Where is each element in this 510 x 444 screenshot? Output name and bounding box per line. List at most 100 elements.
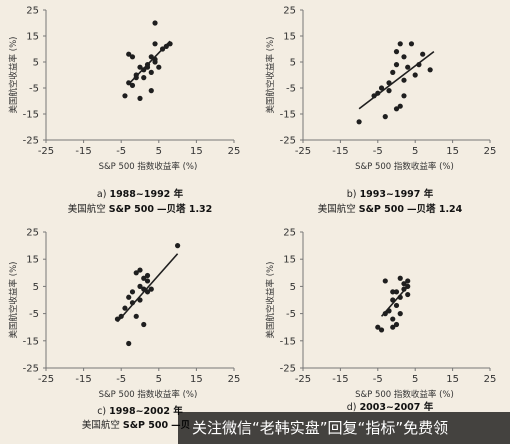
data-point	[175, 243, 181, 249]
svg-text:美国航空 S&P 500 —贝塔 1: 美国航空 S&P 500 —贝塔 1.32	[68, 203, 213, 215]
y-tick-label: 5	[33, 58, 39, 69]
data-point	[401, 93, 407, 99]
x-tick-label: 15	[446, 374, 459, 385]
data-point	[152, 41, 158, 47]
data-point	[129, 54, 136, 60]
y-tick-label: 5	[290, 282, 296, 293]
data-point	[390, 69, 396, 75]
x-tick-label: 25	[484, 146, 497, 157]
caption-period: 1988~1992 年	[109, 188, 183, 200]
x-tick-label: 5	[412, 374, 418, 385]
data-point	[141, 75, 147, 81]
y-tick-label: -25	[280, 364, 296, 375]
x-tick-label: -5	[373, 146, 383, 157]
caption-airline: 美国航空	[318, 203, 356, 215]
svg-text:美国航空 S&P 500 —贝塔 1: 美国航空 S&P 500 —贝塔 1.24	[318, 203, 463, 215]
svg-text:d) 2003~2007 年: d) 2003~2007 年	[347, 401, 434, 413]
data-point	[141, 321, 147, 328]
data-point	[393, 49, 400, 55]
x-axis-label: S&P 500 指数收益率 (%)	[99, 389, 198, 400]
data-point	[427, 67, 433, 73]
data-point	[144, 289, 151, 295]
caption-prefix: a)	[97, 189, 107, 200]
data-point	[126, 80, 132, 86]
data-point	[382, 114, 388, 120]
data-point	[133, 72, 139, 78]
trend-line	[358, 50, 435, 110]
data-point	[393, 321, 400, 328]
caption-index: S&P 500	[123, 420, 169, 431]
data-point	[375, 324, 381, 330]
y-tick-label: 15	[283, 32, 296, 43]
x-tick-label: 15	[190, 374, 203, 385]
data-point	[401, 281, 407, 287]
data-point	[397, 41, 403, 47]
svg-text:c) 1998~2002 年: c) 1998~2002 年	[97, 405, 183, 417]
data-point	[137, 95, 143, 101]
data-point	[163, 43, 169, 50]
y-tick-label: 25	[26, 6, 39, 17]
y-tick-label: 15	[26, 255, 39, 266]
y-tick-label: -5	[29, 84, 39, 95]
panel-a: -25 -15 -5 5 15 25 25 15 5 -5 -15 -25 S&P 500 指数收益率 …	[8, 6, 240, 216]
data-point	[137, 283, 143, 289]
y-tick-label: -5	[286, 309, 296, 320]
data-point	[405, 64, 411, 70]
panel-b: -25 -15 -5 5 15 25 25 15 5 -5 -15 -25 S&P 500 指数收益率 …	[265, 6, 496, 216]
y-tick-label: -15	[280, 110, 296, 121]
y-tick-label: 25	[283, 6, 296, 17]
y-tick-label: -5	[286, 84, 296, 95]
x-axis-label: S&P 500 指数收益率 (%)	[355, 161, 454, 172]
watermark-banner: 关注微信“老韩实盘”回复“指标”免费领	[178, 412, 510, 444]
x-tick-label: 25	[228, 146, 241, 157]
data-point	[397, 275, 403, 281]
data-point	[412, 72, 418, 78]
data-point	[397, 311, 403, 317]
data-point	[378, 85, 385, 91]
data-point	[141, 67, 147, 73]
data-point	[390, 324, 396, 330]
caption-prefix: d)	[347, 402, 357, 413]
y-axis-label: 美国航空收益率 (%)	[265, 37, 276, 114]
x-tick-label: -5	[116, 374, 126, 385]
data-point	[390, 316, 396, 322]
x-tick-label: 5	[156, 146, 162, 157]
y-tick-label: -15	[23, 336, 39, 347]
panel-d: -25 -15 -5 5 15 25 25 15 5 -5 -15 -25 S&P 500 指数收益率 …	[265, 228, 496, 414]
data-point	[393, 62, 400, 68]
data-point	[397, 103, 403, 109]
x-axis-label: S&P 500 指数收益率 (%)	[355, 389, 454, 400]
x-tick-label: -15	[75, 374, 91, 385]
data-point	[382, 278, 388, 284]
data-point	[122, 93, 128, 99]
x-tick-label: 15	[190, 146, 203, 157]
trend-line	[128, 40, 171, 85]
y-tick-label: -15	[23, 110, 39, 121]
y-tick-label: -5	[29, 309, 39, 320]
svg-text:美国航空 S&P 500 —贝: 美国航空 S&P 500 —贝	[82, 419, 190, 431]
data-point	[382, 311, 388, 317]
data-point	[129, 289, 136, 295]
y-tick-label: 25	[26, 228, 39, 239]
x-tick-label: -25	[295, 146, 311, 157]
data-point	[126, 340, 132, 347]
caption-index: S&P 500	[359, 204, 405, 215]
y-axis-label: 美国航空收益率 (%)	[8, 37, 19, 114]
data-point	[126, 294, 132, 300]
data-point	[137, 267, 143, 273]
x-tick-label: -15	[332, 374, 348, 385]
data-point	[405, 278, 411, 284]
data-point	[156, 64, 162, 70]
data-point	[390, 289, 396, 295]
data-point	[408, 41, 415, 47]
caption-period: 1993~1997 年	[360, 188, 434, 200]
data-point	[122, 305, 128, 311]
x-tick-label: -15	[332, 146, 348, 157]
data-point	[133, 270, 139, 276]
caption-airline: 美国航空	[68, 203, 106, 215]
y-tick-label: 15	[26, 32, 39, 43]
x-tick-label: 5	[412, 146, 418, 157]
caption-prefix: b)	[347, 189, 357, 200]
data-point	[144, 278, 151, 284]
svg-text:a) 1988~1992 年: a) 1988~1992 年	[97, 188, 184, 200]
